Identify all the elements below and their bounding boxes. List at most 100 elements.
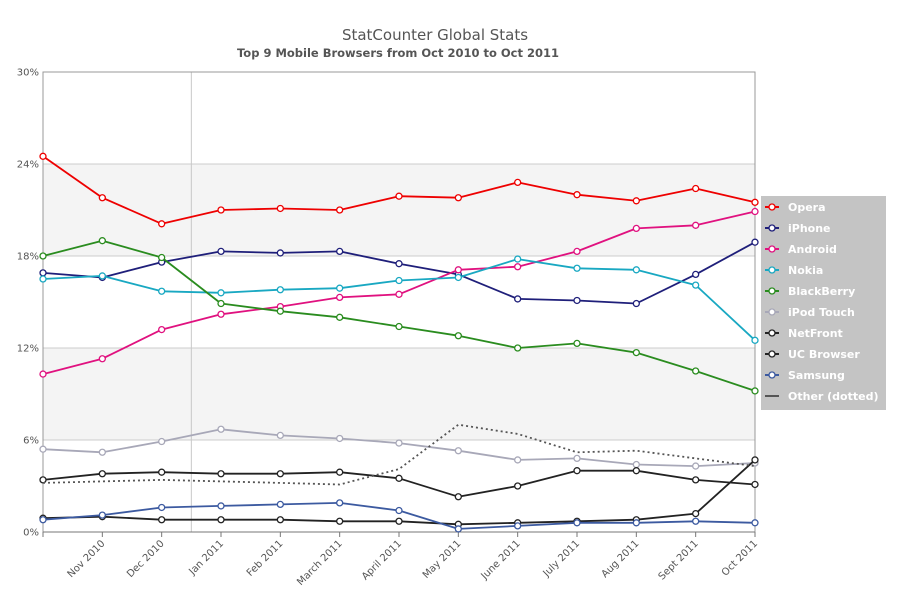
y-tick-label: 18% [17,252,39,263]
data-point-netfront [276,470,284,478]
data-point-ipod-touch [395,439,403,447]
data-point-iphone [39,269,47,277]
data-point-netfront [514,482,522,490]
legend-label: Nokia [788,264,823,277]
legend-item-blackberry[interactable]: BlackBerry [765,285,855,298]
data-point-blackberry [514,344,522,352]
legend-label: BlackBerry [788,285,855,298]
x-tick-label: Jan 2011 [186,538,226,578]
data-point-uc-browser [276,516,284,524]
legend-item-iphone[interactable]: iPhone [765,222,831,235]
data-point-nokia [692,281,700,289]
legend-label: Other (dotted) [788,390,879,403]
data-point-nokia [217,289,225,297]
legend-label: NetFront [788,327,843,340]
data-point-samsung [692,517,700,525]
x-tick-label: Nov 2010 [66,538,108,580]
data-point-iphone [573,296,581,305]
legend-item-opera[interactable]: Opera [765,201,826,214]
data-point-opera [573,191,581,199]
data-point-android [217,310,225,318]
data-point-iphone [395,260,403,268]
legend-item-ipod-touch[interactable]: iPod Touch [765,306,855,319]
x-tick-label: Sept 2011 [657,538,701,582]
legend-item-nokia[interactable]: Nokia [765,264,823,277]
data-point-nokia [514,255,522,263]
data-point-blackberry [98,237,106,245]
data-point-samsung [336,499,344,507]
x-axis: Nov 2010 Dec 2010 Jan 2011 Feb 2011 March 20… [42,531,760,588]
x-tick-label: April 2011 [360,538,404,582]
data-point-android [692,221,700,229]
data-point-netfront [217,470,225,478]
data-point-ipod-touch [158,437,166,446]
x-tick-label: Dec 2010 [125,538,167,580]
x-tick-label: Aug 2011 [600,538,642,580]
data-point-samsung [276,500,284,509]
legend[interactable]: Opera iPhone Android Nokia BlackBerry iPod To… [761,196,886,410]
data-point-nokia [632,266,640,274]
legend-item-samsung[interactable]: Samsung [765,369,845,382]
data-point-android [98,355,106,363]
data-point-iphone [692,270,700,279]
x-tick-label: June 2011 [479,538,523,582]
data-point-nokia [158,287,166,295]
legend-label: Samsung [788,369,845,382]
legend-swatch-marker [768,203,776,211]
data-point-netfront [751,480,759,489]
data-point-blackberry [276,307,284,315]
legend-item-other-dotted[interactable]: Other (dotted) [765,390,879,403]
data-point-android [573,247,581,256]
data-point-android [395,290,403,298]
data-point-samsung [158,503,166,512]
data-point-android [632,224,640,233]
data-point-android [336,293,344,302]
data-point-blackberry [217,299,225,308]
data-point-samsung [98,511,106,519]
x-tick-label: May 2011 [421,538,464,581]
data-point-nokia [395,276,403,285]
data-point-samsung [751,519,759,527]
data-point-iphone [336,247,344,256]
data-point-ipod-touch [454,447,462,455]
data-point-uc-browser [751,456,759,464]
legend-item-uc-browser[interactable]: UC Browser [765,348,860,361]
data-point-samsung [632,519,640,527]
data-point-netfront [692,476,700,484]
data-point-nokia [336,284,344,292]
data-point-uc-browser [692,509,700,518]
plot-background [42,71,756,533]
data-point-samsung [514,522,522,530]
data-point-ipod-touch [276,431,284,440]
data-point-nokia [98,272,106,280]
data-point-blackberry [395,322,403,331]
legend-label: Android [788,243,837,256]
data-point-uc-browser [158,516,166,524]
plot-band [43,72,755,164]
data-point-iphone [276,249,284,257]
x-tick-label: Feb 2011 [245,538,286,579]
chart-title: StatCounter Global Stats [342,26,528,44]
data-point-blackberry [751,387,759,395]
legend-item-android[interactable]: Android [765,243,837,256]
data-point-opera [395,192,403,200]
y-tick-label: 0% [23,528,39,539]
legend-label: iPod Touch [788,306,855,319]
data-point-samsung [454,525,462,533]
data-point-nokia [573,264,581,272]
data-point-android [39,370,47,378]
series-layer [39,152,759,533]
data-point-android [454,266,462,274]
data-point-opera [336,206,344,214]
data-point-opera [217,206,225,214]
data-point-nokia [276,286,284,294]
legend-item-netfront[interactable]: NetFront [765,327,843,340]
data-point-netfront [573,467,581,475]
plot-band [43,164,755,256]
data-point-samsung [39,516,47,524]
legend-swatch-marker [768,266,776,274]
data-point-netfront [395,474,403,482]
x-tick-label: Oct 2011 [720,538,760,578]
